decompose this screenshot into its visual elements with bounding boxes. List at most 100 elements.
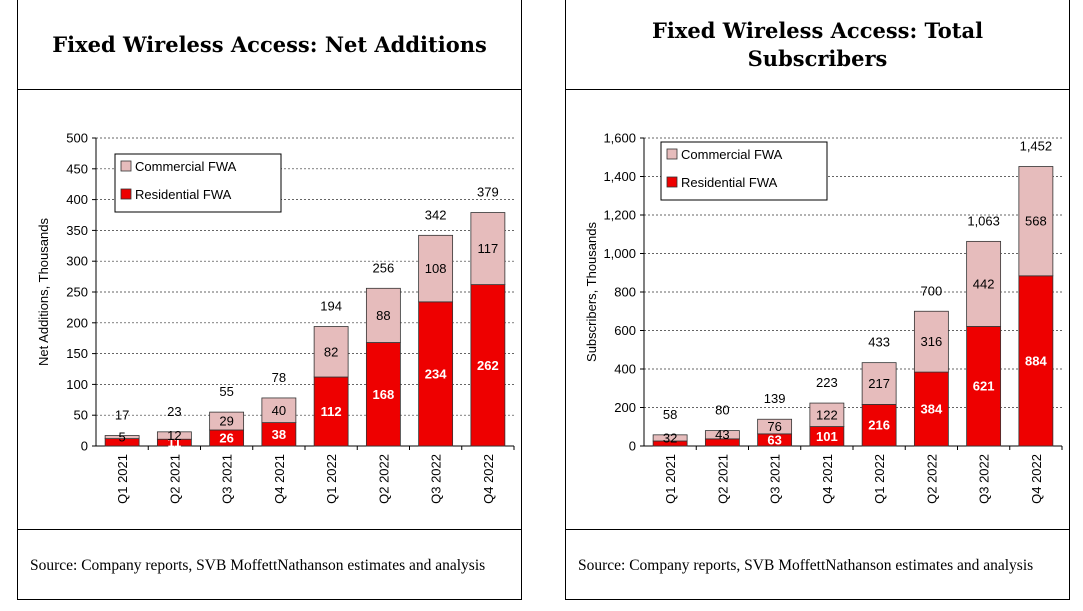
total-label: 194 bbox=[320, 298, 342, 313]
bar-segment bbox=[470, 284, 506, 447]
y-tick-label: 250 bbox=[66, 285, 88, 300]
total-label: 433 bbox=[868, 335, 890, 350]
bar-segment bbox=[209, 411, 245, 431]
bar-segment bbox=[913, 310, 949, 373]
y-tick-label: 400 bbox=[66, 192, 88, 207]
bar-segment bbox=[1018, 166, 1054, 277]
y-tick-label: 600 bbox=[614, 323, 636, 338]
bar-segment bbox=[261, 397, 297, 423]
data-label: 32 bbox=[663, 430, 677, 445]
bar-segment bbox=[966, 240, 1002, 327]
bar-segment bbox=[809, 402, 845, 427]
data-label: 384 bbox=[921, 402, 943, 417]
net-additions-chart: 0 50 100 150 200 250 300 350 400 450 500 Net Additi… bbox=[36, 131, 515, 504]
x-tick-label: Q1 2022 bbox=[872, 454, 887, 504]
x-tick-label: Q4 2021 bbox=[272, 454, 287, 504]
y-tick-label: 150 bbox=[66, 346, 88, 361]
legend-swatch bbox=[666, 148, 678, 160]
chart-area: 0 200 400 600 800 1,000 1,200 1,400 1,600 Subscri… bbox=[566, 90, 1069, 530]
data-label: 568 bbox=[1025, 214, 1047, 229]
x-tick-label: Q3 2022 bbox=[977, 454, 992, 504]
legend-box bbox=[114, 153, 282, 213]
chart-title: Fixed Wireless Access: Net Additions bbox=[52, 31, 487, 57]
bar-segment bbox=[470, 212, 506, 286]
y-tick-label: 1,200 bbox=[603, 208, 636, 223]
data-label: 108 bbox=[425, 261, 447, 276]
data-label: 26 bbox=[219, 430, 233, 445]
legend-swatch bbox=[666, 176, 678, 188]
bar-segment bbox=[313, 326, 349, 378]
y-tick-label: 300 bbox=[66, 254, 88, 269]
data-label: 216 bbox=[868, 418, 890, 433]
x-tick-label: Q3 2021 bbox=[220, 454, 235, 504]
x-tick-label: Q2 2022 bbox=[376, 454, 391, 504]
bar-segment bbox=[704, 430, 740, 440]
bar-segment bbox=[104, 435, 140, 440]
data-label: 38 bbox=[272, 427, 286, 442]
total-label: 342 bbox=[425, 207, 447, 222]
total-label: 223 bbox=[816, 375, 838, 390]
y-axis-label: Net Additions, Thousands bbox=[36, 218, 51, 366]
data-label: 112 bbox=[321, 404, 342, 419]
bar-segment bbox=[313, 376, 349, 447]
data-label: 12 bbox=[167, 428, 181, 443]
total-label: 55 bbox=[219, 384, 233, 399]
data-label: 122 bbox=[816, 407, 838, 422]
total-label: 379 bbox=[477, 185, 499, 200]
total-label: 17 bbox=[115, 408, 129, 423]
data-label: 234 bbox=[425, 366, 447, 381]
total-label: 256 bbox=[373, 260, 395, 275]
bar-segment bbox=[365, 342, 401, 447]
total-label: 23 bbox=[167, 404, 181, 419]
total-label: 58 bbox=[663, 407, 677, 422]
y-tick-label: 1,000 bbox=[603, 246, 636, 261]
title-box: Fixed Wireless Access: Total Subscribers bbox=[566, 0, 1069, 90]
total-label: 139 bbox=[764, 391, 786, 406]
data-label: 63 bbox=[767, 432, 781, 447]
y-tick-label: 100 bbox=[66, 377, 88, 392]
data-label: 88 bbox=[376, 308, 390, 323]
x-tick-label: Q1 2022 bbox=[324, 454, 339, 504]
legend-swatch bbox=[120, 160, 132, 172]
data-label: 5 bbox=[119, 430, 126, 445]
x-tick-label: Q4 2022 bbox=[481, 454, 496, 504]
x-tick-label: Q4 2022 bbox=[1029, 454, 1044, 504]
y-tick-label: 50 bbox=[74, 408, 88, 423]
y-tick-label: 400 bbox=[614, 362, 636, 377]
y-tick-label: 450 bbox=[66, 161, 88, 176]
data-label: 217 bbox=[868, 376, 890, 391]
title-box: Fixed Wireless Access: Net Additions bbox=[18, 0, 521, 90]
data-label: 117 bbox=[478, 241, 499, 256]
bar-segment bbox=[757, 418, 793, 435]
total-label: 700 bbox=[921, 283, 943, 298]
bar-segment bbox=[156, 431, 192, 440]
data-label: 621 bbox=[973, 379, 995, 394]
legend-label: Commercial FWA bbox=[135, 159, 237, 174]
bar-segment bbox=[418, 301, 454, 447]
x-tick-label: Q1 2021 bbox=[115, 454, 130, 504]
legend-box bbox=[660, 141, 828, 201]
y-axis-label: Subscribers, Thousands bbox=[584, 222, 599, 362]
legend-swatch bbox=[120, 188, 132, 200]
data-label: 884 bbox=[1025, 353, 1047, 368]
data-label: 29 bbox=[219, 414, 233, 429]
bar-segment bbox=[652, 434, 688, 442]
legend-label: Residential FWA bbox=[135, 187, 232, 202]
data-label: 101 bbox=[816, 429, 838, 444]
y-tick-label: 200 bbox=[66, 315, 88, 330]
legend-label: Commercial FWA bbox=[681, 147, 783, 162]
x-tick-label: Q2 2021 bbox=[167, 454, 182, 504]
total-label: 1,452 bbox=[1020, 138, 1053, 153]
bar-segment bbox=[418, 234, 454, 303]
bar-segment bbox=[861, 404, 897, 447]
bar-segment bbox=[1018, 275, 1054, 447]
bar-segment bbox=[365, 287, 401, 343]
chart-area: 0 50 100 150 200 250 300 350 400 450 500 Net Additi… bbox=[18, 90, 521, 530]
y-tick-label: 1,400 bbox=[603, 169, 636, 184]
bar-segment bbox=[913, 371, 949, 447]
y-tick-label: 0 bbox=[629, 439, 636, 454]
data-label: 76 bbox=[767, 419, 781, 434]
source-note: Source: Company reports, SVB MoffettNath… bbox=[30, 557, 486, 574]
total-label: 78 bbox=[272, 370, 286, 385]
x-tick-label: Q2 2022 bbox=[924, 454, 939, 504]
